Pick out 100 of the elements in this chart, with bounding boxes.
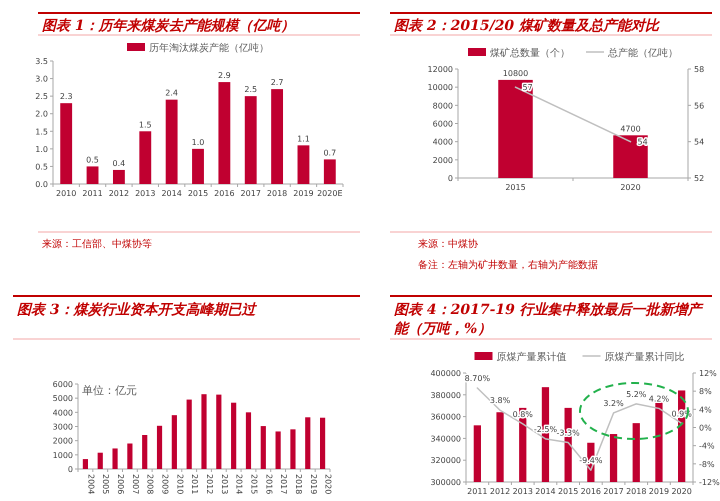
y-tick-label: 0.5	[35, 162, 48, 172]
bar	[142, 435, 148, 469]
x-tick-label: 2010	[175, 474, 184, 494]
y-tick-label: 300000	[430, 478, 461, 487]
bar	[156, 426, 162, 469]
bar	[112, 170, 125, 184]
data-label: 0.5	[86, 155, 99, 164]
x-tick-label: 2011	[82, 189, 103, 198]
y-tick-label: 1.0	[35, 144, 48, 154]
y-tick-label: 1000	[52, 450, 73, 460]
y-tick-label: 0.0	[35, 180, 48, 189]
x-tick-label: 2016	[264, 474, 274, 494]
source-note: 来源：工信部、中煤协等	[42, 238, 152, 250]
data-label: 0.7	[323, 148, 336, 158]
y-tick-label: 320000	[430, 456, 461, 466]
source-note: 来源：中煤协	[418, 238, 478, 250]
legend-item: 总产能（亿吨）	[586, 48, 678, 59]
y-tick-label: 5000	[52, 394, 73, 404]
y-tick-label: 2.0	[35, 110, 48, 119]
y-tick-label: 2000	[432, 156, 453, 165]
bar	[231, 402, 236, 469]
data-label: 8.70%	[464, 374, 490, 383]
x-tick-label: 2017	[603, 487, 624, 496]
x-tick-label: 2017	[279, 474, 288, 494]
y2-tick-label: 52	[694, 174, 704, 183]
bar	[201, 394, 207, 469]
x-tick-label: 2007	[130, 474, 140, 494]
legend-item: 原煤产量累计同比	[582, 352, 684, 363]
data-label: 2.4	[165, 88, 178, 98]
bar	[172, 415, 177, 469]
data-label: 1.0	[192, 138, 204, 147]
bar	[139, 131, 152, 184]
x-tick-label: 2020	[620, 183, 641, 192]
x-tick-label: 2015	[249, 474, 258, 494]
x-tick-label: 2012	[205, 474, 214, 494]
legend-label: 总产能（亿吨）	[607, 47, 678, 59]
data-label: 3.8%	[490, 396, 511, 406]
y2-tick-label: 54	[694, 138, 704, 147]
bar	[305, 417, 310, 469]
x-tick-label: 2018	[626, 487, 646, 496]
y2-tick-label: 58	[694, 65, 704, 74]
bar	[271, 89, 284, 184]
data-label: 5.2%	[626, 390, 647, 399]
y2-tick-label: -4%	[699, 442, 715, 451]
x-tick-label: 2010	[56, 189, 76, 198]
y-tick-label: 340000	[430, 434, 461, 444]
data-label: 3.2%	[603, 398, 624, 408]
x-tick-label: 2014	[234, 474, 244, 494]
legend-item: 历年淘汰煤炭产能（亿吨）	[127, 43, 269, 54]
y-tick-label: 10000	[428, 83, 453, 92]
data-label: 2.9	[218, 71, 231, 80]
chart-title: 图表 3：煤炭行业资本开支高峰期已过	[17, 301, 258, 318]
x-tick-label: 2004	[86, 474, 96, 494]
legend-item: 煤矿总数量（个）	[468, 48, 570, 59]
text: 备注：左轴为矿井数量，右轴为产能数据	[418, 259, 598, 271]
x-tick-label: 2015	[188, 189, 208, 198]
legend-label: 原煤产量累计值	[496, 351, 566, 363]
y-tick-label: 4000	[52, 408, 73, 418]
x-tick-label: 2019	[648, 487, 670, 496]
bar	[298, 145, 310, 184]
data-label: 57	[522, 83, 533, 92]
data-label: 2.3	[60, 92, 73, 102]
x-tick-label: 2018	[266, 189, 288, 198]
bar	[186, 400, 192, 469]
bar	[112, 448, 118, 469]
x-tick-label: 2019	[308, 474, 318, 494]
y-tick-label: 4000	[432, 138, 453, 147]
y2-tick-label: -8%	[699, 460, 715, 469]
bar	[246, 412, 252, 469]
bar	[276, 431, 281, 469]
y-tick-label: 380000	[430, 390, 461, 400]
x-tick-label: 2018	[294, 474, 303, 494]
y-tick-label: 400000	[430, 369, 461, 378]
x-tick-label: 2011	[467, 487, 488, 496]
legend-label: 原煤产量累计同比	[604, 351, 684, 363]
x-tick-label: 2016	[214, 189, 235, 198]
x-tick-label: 2015	[558, 487, 578, 496]
x-tick-label: 2013	[512, 487, 533, 496]
x-tick-label: 2020E	[317, 189, 343, 198]
y2-tick-label: 4%	[699, 405, 712, 414]
y-tick-label: 360000	[430, 412, 461, 422]
chart-title: 图表 2：2015/20 煤矿数量及总产能对比	[394, 17, 662, 34]
x-tick-label: 2013	[220, 474, 229, 494]
bar	[320, 418, 326, 469]
legend-label: 煤矿总数量（个）	[490, 47, 570, 59]
data-label: 2.7	[270, 78, 284, 88]
data-label: 1.1	[297, 134, 310, 144]
x-tick-label: 2012	[490, 487, 510, 496]
bar	[324, 159, 336, 184]
x-tick-label: 2005	[101, 474, 110, 494]
y2-tick-label: 56	[694, 101, 704, 110]
bar	[216, 394, 222, 469]
bar	[290, 429, 296, 469]
data-label: 4.2%	[648, 394, 670, 404]
data-label: 4700	[620, 124, 641, 134]
y2-tick-label: -12%	[699, 478, 720, 487]
x-tick-label: 2016	[580, 487, 602, 496]
x-tick-label: 2009	[160, 474, 170, 494]
x-tick-label: 2020	[324, 474, 333, 494]
bar	[60, 103, 72, 184]
